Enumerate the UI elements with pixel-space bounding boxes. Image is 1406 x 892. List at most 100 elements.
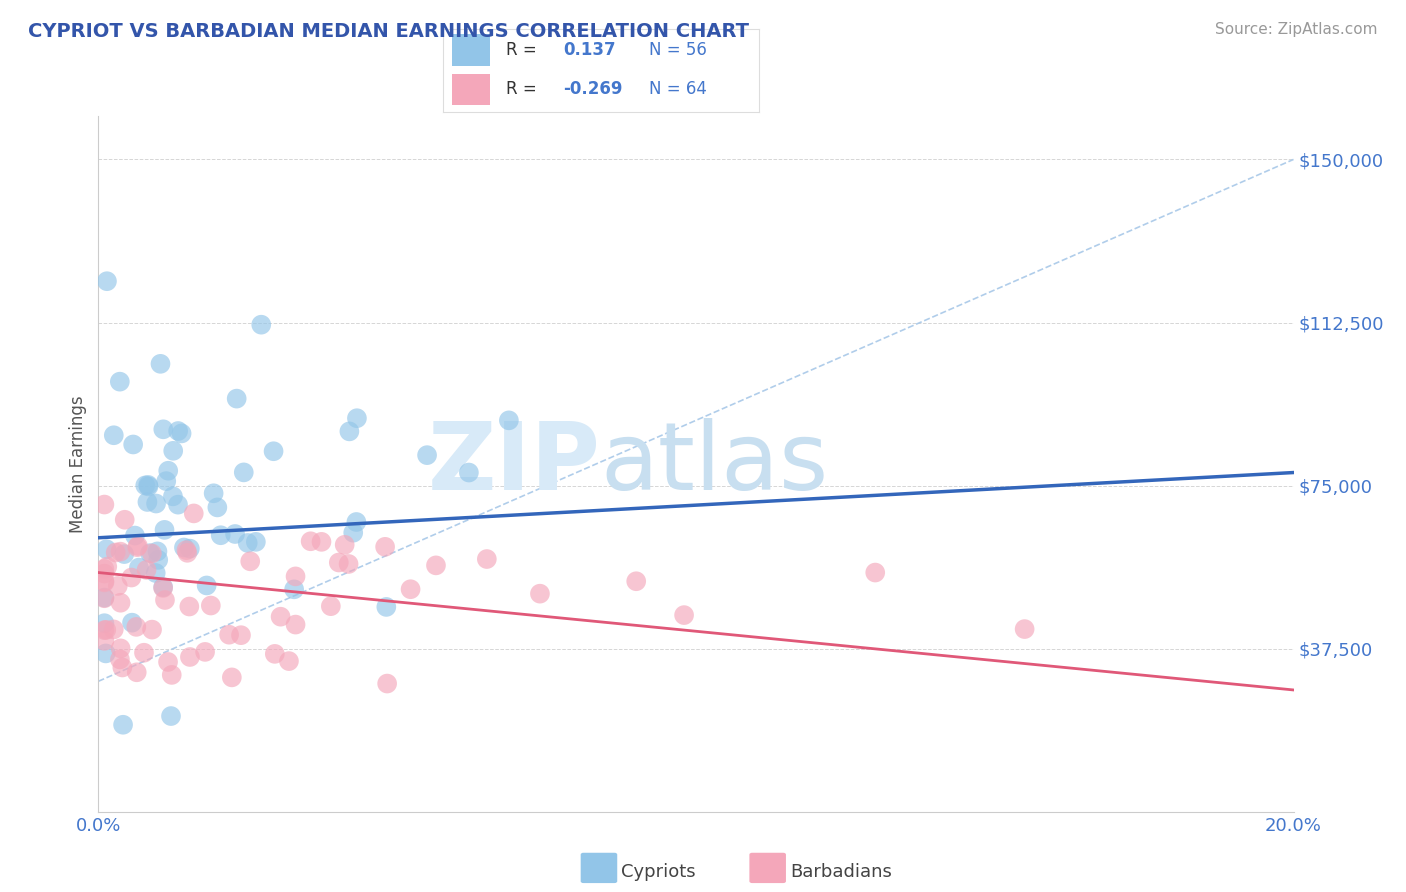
Point bbox=[103, 428, 125, 442]
Text: -0.269: -0.269 bbox=[562, 80, 623, 98]
Point bbox=[209, 528, 232, 542]
Point bbox=[328, 556, 350, 570]
Text: R =: R = bbox=[506, 41, 537, 59]
Point bbox=[96, 542, 118, 557]
Point bbox=[93, 562, 115, 576]
Point bbox=[232, 466, 254, 480]
Point bbox=[114, 513, 136, 527]
Point bbox=[93, 498, 115, 512]
Point bbox=[194, 645, 217, 659]
Point bbox=[374, 540, 396, 554]
Point bbox=[93, 566, 115, 581]
Point bbox=[399, 582, 422, 597]
Point bbox=[93, 616, 115, 631]
Point bbox=[319, 599, 342, 614]
Point bbox=[145, 496, 167, 510]
Point bbox=[170, 426, 193, 441]
Point bbox=[333, 538, 356, 552]
Point bbox=[375, 599, 398, 614]
Point bbox=[167, 424, 190, 438]
Point bbox=[416, 448, 439, 462]
Point bbox=[498, 413, 520, 427]
Point bbox=[239, 554, 262, 568]
Point bbox=[195, 578, 218, 592]
Point bbox=[278, 654, 301, 668]
Point bbox=[110, 596, 132, 610]
Point bbox=[93, 623, 115, 637]
Bar bbox=[453, 35, 491, 65]
Point bbox=[224, 527, 246, 541]
Y-axis label: Median Earnings: Median Earnings bbox=[69, 395, 87, 533]
Point bbox=[96, 559, 118, 574]
Point bbox=[132, 646, 155, 660]
Point bbox=[299, 534, 322, 549]
Point bbox=[93, 575, 115, 590]
Point bbox=[145, 566, 167, 580]
Point bbox=[152, 580, 174, 594]
Point bbox=[103, 623, 125, 637]
Point bbox=[284, 617, 307, 632]
Point bbox=[229, 628, 252, 642]
Point bbox=[96, 623, 118, 637]
Point bbox=[125, 620, 148, 634]
Point bbox=[107, 579, 129, 593]
Text: Barbadians: Barbadians bbox=[790, 863, 891, 881]
Point bbox=[1014, 622, 1036, 636]
Text: N = 56: N = 56 bbox=[648, 41, 706, 59]
Point bbox=[93, 574, 115, 589]
Point bbox=[245, 534, 267, 549]
Point bbox=[96, 274, 118, 288]
Point bbox=[108, 652, 131, 666]
Text: 0.137: 0.137 bbox=[562, 41, 616, 59]
Point bbox=[425, 558, 447, 573]
Point bbox=[108, 375, 131, 389]
Point bbox=[112, 717, 135, 731]
Point bbox=[236, 536, 259, 550]
Point bbox=[110, 641, 132, 656]
Text: ZIP: ZIP bbox=[427, 417, 600, 510]
Point bbox=[93, 591, 115, 606]
Text: CYPRIOT VS BARBADIAN MEDIAN EARNINGS CORRELATION CHART: CYPRIOT VS BARBADIAN MEDIAN EARNINGS COR… bbox=[28, 22, 749, 41]
Point bbox=[125, 665, 148, 680]
Point bbox=[375, 676, 398, 690]
Point bbox=[176, 546, 198, 560]
Point bbox=[157, 464, 180, 478]
Text: atlas: atlas bbox=[600, 417, 828, 510]
Point bbox=[176, 543, 198, 558]
Point bbox=[94, 647, 117, 661]
Point bbox=[139, 546, 162, 560]
Point bbox=[148, 553, 170, 567]
Point bbox=[346, 411, 368, 425]
Point bbox=[128, 560, 150, 574]
Point bbox=[475, 552, 498, 566]
Point bbox=[179, 599, 201, 614]
Point bbox=[529, 587, 551, 601]
Point bbox=[160, 709, 183, 723]
Point bbox=[149, 357, 172, 371]
Point bbox=[207, 500, 229, 515]
Point bbox=[110, 544, 132, 558]
Point bbox=[146, 544, 169, 558]
Point bbox=[136, 495, 159, 509]
Point bbox=[111, 660, 134, 674]
Point bbox=[311, 534, 333, 549]
Point bbox=[263, 444, 285, 458]
Point bbox=[342, 525, 364, 540]
Point bbox=[339, 425, 360, 439]
Point bbox=[284, 569, 307, 583]
Point bbox=[263, 647, 285, 661]
Point bbox=[122, 437, 145, 451]
Point bbox=[152, 581, 174, 595]
Point bbox=[127, 540, 149, 554]
Point bbox=[121, 615, 143, 630]
Point bbox=[673, 608, 696, 623]
Point bbox=[200, 599, 222, 613]
Text: R =: R = bbox=[506, 80, 537, 98]
Point bbox=[162, 489, 184, 503]
Point bbox=[202, 486, 225, 500]
Point bbox=[865, 566, 887, 580]
Point bbox=[173, 541, 195, 555]
Point bbox=[157, 655, 180, 669]
Point bbox=[179, 541, 201, 556]
Point bbox=[162, 443, 184, 458]
